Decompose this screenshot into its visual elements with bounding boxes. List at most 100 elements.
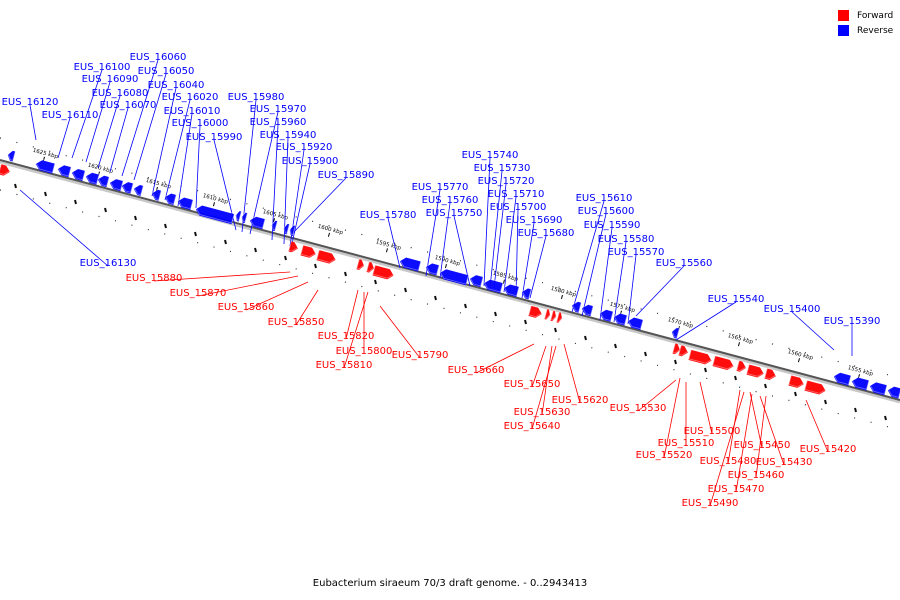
reverse-gene-label: EUS_15990 <box>186 132 243 143</box>
forward-gene-arrow-highlight <box>528 304 543 318</box>
reverse-gene-arrow-highlight <box>469 273 484 287</box>
reverse-gene-label: EUS_16110 <box>42 110 99 121</box>
reverse-gene-arrow <box>627 316 644 331</box>
forward-gene-label: EUS_15850 <box>268 317 325 328</box>
reverse-gene-arrow <box>289 224 296 236</box>
forward-gene-label: EUS_15520 <box>636 450 693 461</box>
forward-gene-label: EUS_15790 <box>392 350 449 361</box>
tick-segment <box>644 351 647 357</box>
reverse-gene-label: EUS_15590 <box>584 220 641 231</box>
reverse-gene-label: EUS_15770 <box>412 182 469 193</box>
reverse-gene-label: EUS_16130 <box>80 258 137 269</box>
reverse-gene-arrow-body <box>109 179 124 192</box>
forward-gene-label-leader <box>755 395 767 479</box>
tick-segment <box>314 263 317 269</box>
reverse-gene-label-leader <box>387 217 401 269</box>
forward-gene-arrow-body <box>372 265 394 280</box>
reverse-gene-arrow-body <box>599 309 614 322</box>
reverse-gene-label: EUS_15690 <box>506 215 563 226</box>
reverse-gene-label-leader <box>289 163 311 253</box>
reverse-gene-arrow-body <box>521 288 532 300</box>
forward-gene-label-leader <box>727 389 741 465</box>
reverse-gene-arrow-body <box>97 175 110 188</box>
reverse-gene-label: EUS_15760 <box>422 195 479 206</box>
forward-gene-label: EUS_15870 <box>170 288 227 299</box>
reverse-gene-arrow-highlight <box>177 196 194 210</box>
tick-label: 1600 kbp <box>317 224 344 237</box>
tick-segment <box>704 367 707 373</box>
reverse-gene-arrow-body <box>7 150 16 162</box>
forward-gene-arrow-highlight <box>0 163 11 175</box>
forward-gene-label-leader <box>531 345 557 430</box>
reverse-gene-arrow-highlight <box>581 303 594 316</box>
reverse-gene-arrow-body <box>869 382 887 396</box>
tick: 1565 kbp <box>727 333 754 347</box>
reverse-gene-label-leader <box>249 111 279 235</box>
reverse-gene-arrow <box>133 183 144 196</box>
tick-segment <box>104 207 107 213</box>
reverse-gene-label-leader <box>515 209 519 297</box>
reverse-gene-arrow <box>121 180 134 194</box>
reverse-gene-label: EUS_16000 <box>172 118 229 129</box>
reverse-gene-arrow-body <box>833 372 851 386</box>
forward-gene-arrow <box>746 363 765 378</box>
tick-line <box>502 279 505 284</box>
forward-gene-label-leader <box>709 391 745 507</box>
reverse-gene-arrow-highlight <box>151 188 162 201</box>
reverse-gene-label-leader <box>453 215 471 287</box>
forward-gene-arrow-body <box>550 310 557 322</box>
reverse-gene-arrow <box>71 167 86 181</box>
tick-segment <box>554 327 557 333</box>
tick-segment <box>254 247 257 253</box>
forward-gene-label: EUS_15800 <box>336 346 393 357</box>
forward-gene-arrow-highlight <box>356 257 365 270</box>
reverse-gene-arrow <box>241 211 248 224</box>
forward-gene-arrow-body <box>764 368 776 380</box>
reverse-gene-arrow <box>109 177 124 192</box>
reverse-gene-arrow-highlight <box>627 316 644 330</box>
forward-gene-arrow-highlight <box>672 342 681 354</box>
reverse-gene-arrow-body <box>503 284 520 297</box>
forward-gene-arrow-body <box>556 312 563 323</box>
forward-gene-label: EUS_15620 <box>552 395 609 406</box>
forward-gene-arrow <box>288 240 299 253</box>
reverse-gene-label: EUS_15680 <box>518 228 575 239</box>
reverse-gene-arrow <box>195 204 235 225</box>
tick: 1600 kbp <box>317 224 344 237</box>
reverse-gene-arrow-body <box>35 160 55 174</box>
reverse-gene-arrow <box>469 273 484 288</box>
forward-gene-arrow <box>804 379 827 395</box>
reverse-gene-arrow-body <box>249 216 266 230</box>
reverse-gene-label-leader <box>164 99 191 201</box>
reverse-gene-label: EUS_15700 <box>490 202 547 213</box>
tick-segment <box>884 415 887 421</box>
forward-gene-arrow-highlight <box>804 379 827 394</box>
reverse-gene-label-leader <box>271 124 279 241</box>
reverse-gene-label: EUS_15400 <box>764 304 821 315</box>
gene-arrows <box>0 149 900 399</box>
reverse-gene-label-leader <box>85 81 111 163</box>
reverse-gene-label-leader <box>483 157 491 287</box>
tick-segment <box>794 391 797 397</box>
reverse-gene-label-leader <box>151 87 177 197</box>
legend-item-forward: Forward <box>838 8 900 23</box>
forward-gene-arrow <box>672 342 681 355</box>
forward-gene-arrow <box>372 264 395 280</box>
reverse-gene-arrow-highlight <box>425 262 440 275</box>
reverse-gene-arrow-body <box>57 165 72 178</box>
reverse-gene-label: EUS_15540 <box>708 294 765 305</box>
reverse-gene-label-leader <box>29 104 37 141</box>
tick-label: 1580 kbp <box>550 286 577 299</box>
tick-segment <box>44 191 47 197</box>
reverse-gene-arrow-highlight <box>195 204 235 224</box>
forward-gene-label-leader <box>805 399 829 453</box>
reverse-gene-arrow <box>151 188 162 201</box>
forward-gene-arrow-highlight <box>746 363 765 377</box>
tick-segment <box>14 183 17 189</box>
legend-item-reverse: Reverse <box>838 23 900 38</box>
reverse-gene-arrow <box>271 219 278 232</box>
reverse-gene-arrow-highlight <box>503 283 520 297</box>
legend-label-forward: Forward <box>857 10 894 21</box>
tick-segment <box>374 279 377 285</box>
reverse-gene-arrow-body <box>581 304 594 317</box>
